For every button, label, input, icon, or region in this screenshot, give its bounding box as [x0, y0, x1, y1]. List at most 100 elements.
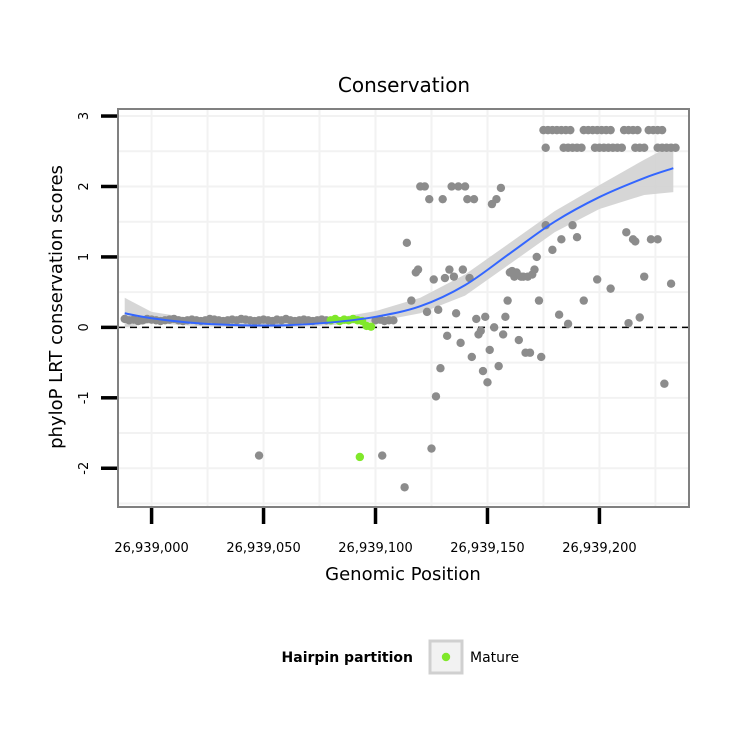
data-point [431, 392, 441, 401]
data-point [532, 252, 541, 262]
scatter-points [120, 125, 680, 492]
data-point [622, 228, 631, 237]
legend-entry-mature: Mature [470, 650, 519, 666]
y-tick-label: 3 [77, 112, 92, 120]
data-point [449, 272, 459, 281]
data-point [554, 310, 564, 319]
data-point [447, 182, 456, 191]
x-tick-label: 26,939,050 [226, 541, 300, 556]
y-tick-label: -2 [77, 462, 92, 475]
data-point [407, 296, 416, 305]
data-point [378, 451, 387, 460]
x-axis-label: Genomic Position [325, 564, 481, 585]
data-point [548, 245, 557, 255]
data-point [541, 143, 550, 152]
y-axis: -2 -1 0 1 2 3 [77, 112, 117, 475]
data-point [566, 125, 575, 135]
data-point [456, 338, 465, 348]
data-point [592, 275, 602, 284]
data-point [631, 237, 640, 246]
data-point [434, 305, 443, 314]
data-point [429, 275, 438, 284]
data-point [568, 221, 577, 230]
data-point-mature [366, 322, 376, 331]
data-point [660, 379, 669, 388]
x-tick-label: 26,939,000 [114, 541, 188, 556]
data-point [427, 444, 436, 453]
data-point [460, 182, 470, 191]
data-point [671, 143, 680, 152]
data-point [436, 364, 445, 373]
data-point [606, 125, 615, 135]
x-tick-label: 26,939,150 [450, 541, 524, 556]
panel-border [117, 108, 690, 508]
data-point [451, 309, 461, 318]
data-point [254, 451, 264, 460]
data-point [579, 296, 588, 305]
data-point [501, 312, 510, 322]
data-point [413, 265, 423, 274]
data-point [530, 265, 539, 274]
data-point [633, 125, 642, 135]
data-point [646, 235, 656, 244]
smooth-line [124, 167, 674, 327]
data-point [657, 125, 667, 135]
data-point [425, 194, 434, 204]
data-point [445, 265, 454, 274]
data-point [467, 352, 476, 362]
y-tick-label: 2 [77, 182, 92, 190]
x-tick-label: 26,939,100 [338, 541, 412, 556]
data-point [472, 314, 481, 324]
data-point [563, 319, 573, 329]
data-point [422, 307, 432, 317]
data-point [617, 143, 627, 152]
data-point [606, 284, 615, 293]
y-tick-label: -1 [77, 391, 92, 404]
x-tick-label: 26,939,200 [562, 541, 636, 556]
smooth-line-path [124, 167, 674, 327]
data-point [503, 296, 512, 305]
data-point [514, 335, 524, 345]
data-point [525, 348, 535, 357]
data-point [454, 182, 463, 191]
legend-key-mature-point [441, 652, 451, 662]
data-point [494, 361, 503, 371]
x-axis: 26,939,000 26,939,050 26,939,100 26,939,150… [114, 508, 637, 556]
chart-title: Conservation [338, 73, 470, 97]
data-point [653, 235, 662, 244]
legend: Hairpin partition Mature [282, 639, 519, 675]
data-point [485, 345, 494, 355]
data-point [476, 326, 485, 336]
data-point [463, 194, 472, 204]
y-axis-label: phyloP LRT conservation scores [46, 165, 67, 449]
data-point [402, 238, 412, 248]
data-point [577, 143, 586, 152]
data-point [458, 265, 468, 274]
data-point [492, 194, 501, 204]
data-point [624, 318, 633, 328]
data-point [400, 483, 409, 492]
data-point [478, 366, 488, 376]
y-tick-label: 0 [77, 323, 92, 331]
data-point [640, 143, 649, 152]
data-point [389, 316, 398, 325]
data-point [469, 194, 479, 204]
data-point [420, 182, 429, 191]
data-point [442, 331, 452, 341]
data-point [481, 312, 490, 322]
data-point [440, 273, 450, 283]
data-point-mature [355, 452, 365, 462]
data-point [666, 279, 676, 288]
data-point [572, 233, 582, 242]
data-point [557, 235, 566, 244]
data-point [537, 352, 546, 362]
y-tick-label: 1 [77, 253, 92, 261]
data-point [635, 313, 644, 322]
data-point [496, 183, 506, 193]
data-point [534, 296, 544, 305]
data-point [498, 330, 508, 339]
legend-title: Hairpin partition [282, 650, 413, 666]
data-point [489, 323, 499, 332]
data-point [483, 378, 492, 387]
data-point [438, 194, 447, 204]
